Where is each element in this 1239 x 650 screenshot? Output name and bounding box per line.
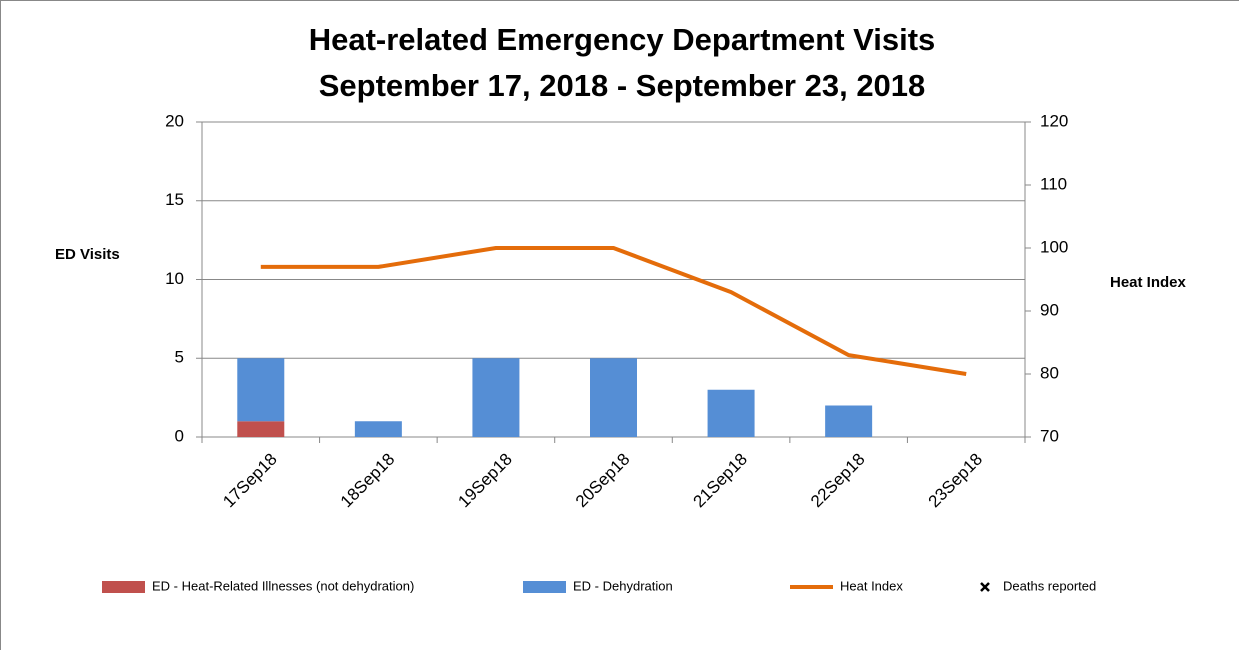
bar	[237, 421, 285, 437]
y-axis-label: ED Visits	[55, 246, 120, 263]
legend-swatch	[980, 582, 990, 592]
x-tick-label: 23Sep18	[925, 450, 987, 512]
y2-tick-label: 80	[1040, 363, 1059, 382]
y-tick-label: 20	[165, 111, 184, 130]
x-tick-label: 21Sep18	[689, 450, 751, 512]
y-tick-label: 5	[175, 348, 184, 367]
legend-label: Deaths reported	[1003, 578, 1096, 593]
line	[260, 246, 967, 376]
bar	[354, 421, 402, 437]
legend-swatch	[523, 581, 566, 593]
legend-label: ED - Dehydration	[573, 578, 673, 593]
y-tick-label: 10	[165, 269, 184, 288]
x-tick-label: 17Sep18	[219, 450, 281, 512]
legend-label: Heat Index	[840, 578, 903, 593]
y2-tick-label: 70	[1040, 426, 1059, 445]
chart-title: Heat-related Emergency Department Visits	[309, 22, 936, 57]
y2-tick-label: 120	[1040, 111, 1068, 130]
bar	[472, 358, 520, 437]
legend-swatch	[102, 581, 145, 593]
y-tick-label: 15	[165, 190, 184, 209]
chart-subtitle: September 17, 2018 - September 23, 2018	[319, 68, 926, 103]
bar	[707, 389, 755, 437]
legend-label: ED - Heat-Related Illnesses (not dehydra…	[152, 578, 414, 593]
y2-axis-label: Heat Index	[1110, 274, 1187, 291]
y2-tick-label: 110	[1040, 174, 1067, 193]
y-tick-label: 0	[175, 426, 184, 445]
x-tick-label: 19Sep18	[454, 450, 516, 512]
bar	[237, 358, 285, 422]
y2-tick-label: 90	[1040, 300, 1059, 319]
bar	[590, 358, 637, 437]
y2-tick-label: 100	[1040, 237, 1068, 256]
x-tick-label: 18Sep18	[337, 450, 399, 512]
x-tick-label: 22Sep18	[807, 450, 869, 512]
bar	[825, 405, 873, 437]
x-tick-label: 20Sep18	[572, 450, 634, 512]
